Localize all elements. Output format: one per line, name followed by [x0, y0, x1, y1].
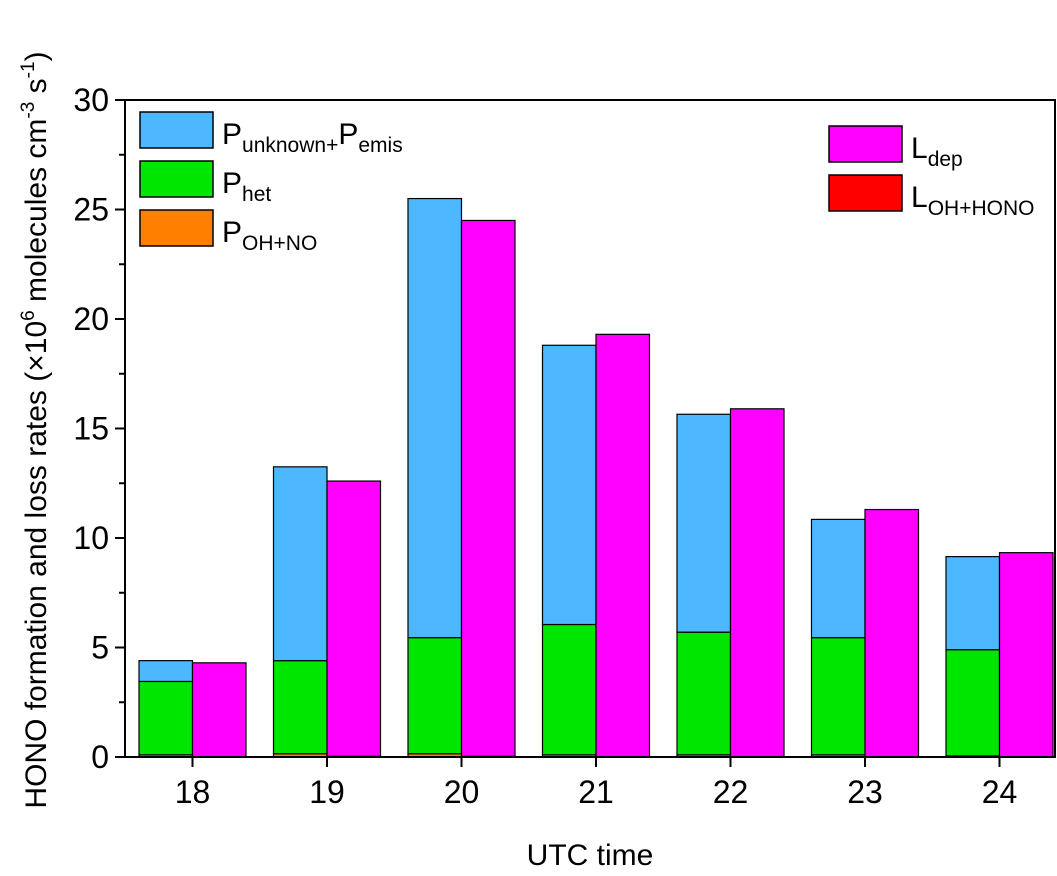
- bar-p-het-24: [945, 649, 1001, 757]
- bars-group: [138, 197, 1054, 758]
- legend-item-p-oh-no: POH+NO: [139, 209, 317, 255]
- bar-p-het-20: [407, 637, 463, 755]
- bar-p-het-18: [138, 680, 194, 756]
- y-axis-label-exp1: -1: [18, 61, 39, 78]
- bar-p-unknown-p-emis-21: [541, 344, 597, 626]
- x-tick-label-24: 24: [982, 774, 1018, 810]
- x-tick-label-20: 20: [444, 774, 480, 810]
- legend-swatch-p-het: [139, 160, 214, 198]
- x-tick-label-19: 19: [309, 774, 345, 810]
- y-axis-label-exp6: 6: [18, 310, 39, 321]
- legend-right: Ldep LOH+HONO: [828, 125, 1034, 220]
- x-tick-label-23: 23: [847, 774, 883, 810]
- bar-p-unknown-p-emis-23: [810, 518, 866, 639]
- bar-p-unknown-p-emis-22: [676, 413, 732, 633]
- y-tick-label-15: 15: [73, 411, 109, 447]
- legend-item-p-unknown-emis: Punknown+Pemis: [139, 111, 403, 157]
- y-axis-label-close: ): [20, 51, 53, 61]
- legend-label-p-oh-no: POH+NO: [222, 216, 317, 255]
- bar-l-dep-21: [595, 333, 651, 758]
- x-axis-label: UTC time: [527, 839, 654, 872]
- y-tick-label-0: 0: [91, 739, 109, 775]
- y-axis-label-s: s: [20, 78, 53, 101]
- bar-l-dep-22: [729, 408, 785, 758]
- y-axis-label: HONO formation and loss rates (×106 mole…: [18, 51, 53, 808]
- legend-swatch-l-dep: [828, 125, 903, 163]
- y-tick-label-10: 10: [73, 520, 109, 556]
- y-tick-label-30: 30: [73, 82, 109, 118]
- legend-item-p-het: Phet: [139, 160, 271, 206]
- legend-swatch-l-oh-hono: [828, 174, 903, 212]
- x-tick-label-21: 21: [578, 774, 614, 810]
- y-axis-label-mid: molecules cm: [20, 119, 53, 311]
- bar-p-het-21: [541, 623, 597, 756]
- x-tick-label-22: 22: [713, 774, 749, 810]
- y-axis-ticks: 0 5 10 15 20 25 30: [73, 82, 125, 775]
- x-axis-ticks: 18 19 20 21 22 23 24: [175, 757, 1018, 810]
- legend-left: Punknown+Pemis Phet POH+NO: [139, 111, 403, 255]
- legend-label-l-dep: Ldep: [911, 132, 963, 171]
- bar-p-unknown-p-emis-19: [272, 466, 328, 662]
- y-tick-label-5: 5: [91, 630, 109, 666]
- legend-item-l-oh-hono: LOH+HONO: [828, 174, 1034, 220]
- y-axis-label-main: HONO formation and loss rates (×10: [20, 321, 53, 809]
- legend-label-l-oh-hono: LOH+HONO: [911, 181, 1034, 220]
- legend-label-p-unknown-emis: Punknown+Pemis: [222, 118, 403, 157]
- y-tick-label-25: 25: [73, 192, 109, 228]
- legend-swatch-p-oh-no: [139, 209, 214, 247]
- bar-p-unknown-p-emis-20: [407, 197, 463, 639]
- bar-p-unknown-p-emis-18: [138, 660, 194, 683]
- x-tick-label-18: 18: [175, 774, 211, 810]
- y-tick-label-20: 20: [73, 301, 109, 337]
- bar-l-dep-20: [460, 219, 516, 757]
- legend-swatch-p-unknown-emis: [139, 111, 214, 149]
- legend-item-l-dep: Ldep: [828, 125, 963, 171]
- bar-l-dep-19: [326, 480, 382, 757]
- y-axis-label-exp3: -3: [18, 102, 39, 119]
- bar-p-het-23: [810, 637, 866, 756]
- legend-label-p-het: Phet: [222, 167, 271, 206]
- bar-l-dep-24: [998, 552, 1054, 758]
- bar-l-dep-23: [864, 508, 920, 758]
- bar-p-het-19: [272, 660, 328, 755]
- bar-l-dep-18: [191, 662, 247, 758]
- bar-p-het-22: [676, 631, 732, 756]
- bar-p-unknown-p-emis-24: [945, 556, 1001, 651]
